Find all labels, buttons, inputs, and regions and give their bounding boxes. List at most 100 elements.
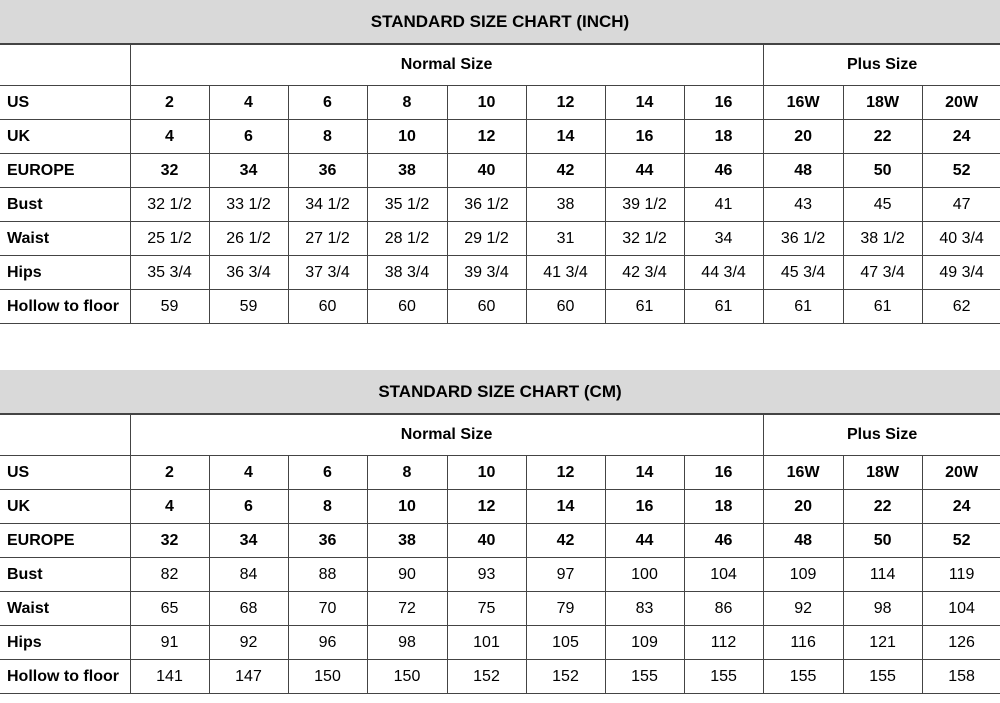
table-cell: 52 xyxy=(921,523,1000,558)
table-cell: 60 xyxy=(525,289,606,324)
table-cell: 82 xyxy=(129,557,210,592)
table-cell: 40 xyxy=(446,523,527,558)
table-cell: 50 xyxy=(842,523,923,558)
table-cell: 34 xyxy=(683,221,764,256)
table-cell: 31 xyxy=(525,221,606,256)
table-cell: 40 xyxy=(446,153,527,188)
table-cell: 46 xyxy=(683,153,764,188)
table-cell: 14 xyxy=(604,85,685,120)
table-cell: 112 xyxy=(683,625,764,660)
table-cell: 75 xyxy=(446,591,527,626)
table-cell: 24 xyxy=(921,119,1000,154)
group-header-normal: Normal Size xyxy=(129,414,764,456)
table-cell: 109 xyxy=(762,557,844,592)
table-cell: 12 xyxy=(446,489,527,524)
row-label: Hollow to floor xyxy=(0,659,131,694)
table-cell: 4 xyxy=(129,119,210,154)
table-cell: 121 xyxy=(842,625,923,660)
table-cell: 35 3/4 xyxy=(129,255,210,290)
table-cell: 147 xyxy=(208,659,289,694)
row-label: UK xyxy=(0,489,131,524)
table-cell: 12 xyxy=(525,455,606,490)
table-cell: 44 xyxy=(604,523,685,558)
row-label: Hips xyxy=(0,625,131,660)
table-cell: 105 xyxy=(525,625,606,660)
table-cell: 97 xyxy=(525,557,606,592)
table-cell: 16 xyxy=(683,85,764,120)
table-cell: 60 xyxy=(287,289,368,324)
table-cell: 72 xyxy=(366,591,448,626)
row-label: Hollow to floor xyxy=(0,289,131,324)
table-cell: 104 xyxy=(683,557,764,592)
table-cell: 48 xyxy=(762,523,844,558)
table-cell: 8 xyxy=(366,455,448,490)
table-cell: 98 xyxy=(366,625,448,660)
table-cell: 84 xyxy=(208,557,289,592)
table-cell: 39 1/2 xyxy=(604,187,685,222)
table-cell: 59 xyxy=(208,289,289,324)
group-header-normal: Normal Size xyxy=(129,44,764,86)
table-cell: 150 xyxy=(366,659,448,694)
table-cell: 116 xyxy=(762,625,844,660)
table-cell: 60 xyxy=(366,289,448,324)
table-cell: 150 xyxy=(287,659,368,694)
table-cell: 44 xyxy=(604,153,685,188)
table-row: Bust 82 84 88 90 93 97 100 104 109 114 119 xyxy=(0,557,1000,592)
size-group-row: Normal Size Plus Size xyxy=(0,414,1000,456)
table-cell: 39 3/4 xyxy=(446,255,527,290)
empty-cell xyxy=(0,44,131,86)
table-cell: 34 1/2 xyxy=(287,187,368,222)
table-row: Hollow to floor 59 59 60 60 60 60 61 61 61 61 62 xyxy=(0,289,1000,324)
row-label: US xyxy=(0,85,131,120)
table-cell: 52 xyxy=(921,153,1000,188)
table-cell: 119 xyxy=(921,557,1000,592)
table-cell: 38 3/4 xyxy=(366,255,448,290)
table-cell: 16 xyxy=(683,455,764,490)
table-row: Hips 35 3/4 36 3/4 37 3/4 38 3/4 39 3/4 41 3/4… xyxy=(0,255,1000,290)
chart-title: STANDARD SIZE CHART (CM) xyxy=(0,370,1000,414)
table-cell: 96 xyxy=(287,625,368,660)
table-cell: 158 xyxy=(921,659,1000,694)
table-cell: 45 xyxy=(842,187,923,222)
table-cell: 109 xyxy=(604,625,685,660)
chart-title: STANDARD SIZE CHART (INCH) xyxy=(0,0,1000,44)
table-cell: 38 xyxy=(366,153,448,188)
table-cell: 152 xyxy=(525,659,606,694)
table-cell: 24 xyxy=(921,489,1000,524)
table-cell: 43 xyxy=(762,187,844,222)
table-cell: 59 xyxy=(129,289,210,324)
table-cell: 10 xyxy=(366,489,448,524)
table-cell: 10 xyxy=(446,85,527,120)
table-cell: 92 xyxy=(208,625,289,660)
table-cell: 4 xyxy=(208,455,289,490)
group-header-plus: Plus Size xyxy=(762,44,1000,86)
table-cell: 37 3/4 xyxy=(287,255,368,290)
table-cell: 41 xyxy=(683,187,764,222)
table-row: UK 4 6 8 10 12 14 16 18 20 22 24 xyxy=(0,119,1000,154)
table-cell: 2 xyxy=(129,455,210,490)
table-cell: 6 xyxy=(287,85,368,120)
table-cell: 40 3/4 xyxy=(921,221,1000,256)
table-cell: 90 xyxy=(366,557,448,592)
table-cell: 100 xyxy=(604,557,685,592)
cm-size-chart: STANDARD SIZE CHART (CM) Normal Size Plus … xyxy=(0,370,1000,694)
table-cell: 92 xyxy=(762,591,844,626)
table-cell: 18W xyxy=(842,455,923,490)
table-cell: 14 xyxy=(525,119,606,154)
table-cell: 34 xyxy=(208,523,289,558)
table-cell: 29 1/2 xyxy=(446,221,527,256)
table-cell: 152 xyxy=(446,659,527,694)
table-cell: 42 xyxy=(525,523,606,558)
size-group-row: Normal Size Plus Size xyxy=(0,44,1000,86)
row-label: EUROPE xyxy=(0,523,131,558)
inch-size-chart: STANDARD SIZE CHART (INCH) Normal Size Plu… xyxy=(0,0,1000,324)
table-row: EUROPE 32 34 36 38 40 42 44 46 48 50 52 xyxy=(0,153,1000,188)
row-label: Waist xyxy=(0,221,131,256)
table-cell: 20W xyxy=(921,85,1000,120)
table-cell: 16W xyxy=(762,85,844,120)
table-row: US 2 4 6 8 10 12 14 16 16W 18W 20W xyxy=(0,455,1000,490)
table-cell: 46 xyxy=(683,523,764,558)
table-cell: 44 3/4 xyxy=(683,255,764,290)
table-cell: 104 xyxy=(921,591,1000,626)
table-cell: 62 xyxy=(921,289,1000,324)
